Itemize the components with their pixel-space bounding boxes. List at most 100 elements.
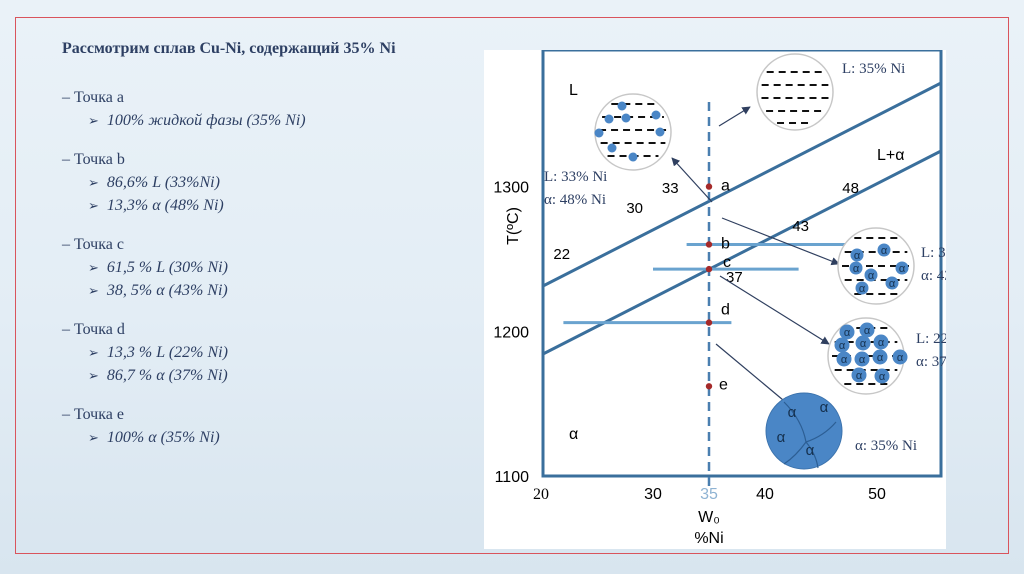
alpha-crystal	[872, 349, 888, 365]
point-item-text: 100% жидкой фазы (35% Ni)	[106, 112, 306, 129]
state-point	[705, 383, 713, 390]
crystal-alpha-glyph: α	[878, 337, 885, 349]
point-item-text: 86,7 % α (37% Ni)	[106, 367, 228, 384]
pointer-arrow	[721, 217, 840, 266]
alpha-crystal	[607, 143, 617, 153]
annotation-a: L: 35% Ni	[842, 61, 905, 77]
grain-alpha-glyph: α	[820, 399, 829, 416]
grain-boundaries	[783, 401, 837, 469]
arrow-bullet-icon: ➢	[88, 260, 99, 275]
slide-frame	[15, 17, 1009, 554]
point-group: – Точка e ➢ 100% α (35% Ni)	[62, 406, 477, 447]
tie-label-left: 22	[553, 246, 570, 263]
point-item: ➢ 100% α (35% Ni)	[88, 429, 477, 447]
point-title: – Точка c	[62, 236, 477, 254]
tie-label-right: 43	[792, 218, 809, 235]
annotation-d-liquid: L: 22% Ni	[916, 331, 946, 347]
arrow-bullet-icon: ➢	[88, 175, 99, 190]
phase-label-two-phase: L+α	[877, 147, 905, 164]
state-point-label: e	[719, 376, 728, 393]
y-tick-label: 1200	[493, 324, 529, 341]
arrow-bullet-icon: ➢	[88, 113, 99, 128]
point-item: ➢ 86,7 % α (37% Ni)	[88, 367, 477, 385]
alpha-crystal	[874, 368, 890, 384]
state-point	[705, 265, 713, 273]
alpha-crystal	[850, 248, 864, 262]
dash-marker: –	[62, 321, 70, 338]
point-item-text: 38, 5% α (43% Ni)	[106, 282, 228, 299]
liquidus-line	[542, 81, 942, 288]
point-group: – Точка b ➢ 86,6% L (33%Ni) ➢ 13,3% α (48% Ni…	[62, 151, 477, 215]
crystal-alpha-glyph: α	[881, 245, 888, 257]
state-point	[705, 183, 713, 190]
crystal-alpha-glyph: α	[856, 370, 863, 382]
grain-alpha-glyph: α	[788, 404, 797, 421]
point-item: ➢ 100% жидкой фазы (35% Ni)	[88, 112, 477, 130]
annotation-b-liquid: L: 33% Ni	[544, 169, 607, 185]
alpha-crystal	[655, 127, 665, 137]
annotation-d-alpha: α: 37% Ni	[916, 354, 946, 370]
x-tick-label: 35	[700, 486, 718, 503]
pointer-arrow	[718, 106, 751, 127]
phase-label-solid: α	[569, 426, 578, 443]
arrow-bullet-icon: ➢	[88, 198, 99, 213]
point-title: – Точка e	[62, 406, 477, 424]
microstructure-solid	[765, 392, 843, 470]
phase-diagram: 33 48 30 43 22 37 1300 1200 1100 20 30 35 40 50 T(ºC) W…	[484, 50, 946, 549]
point-item-text: 13,3% α (48% Ni)	[106, 197, 224, 214]
arrow-bullet-icon: ➢	[88, 368, 99, 383]
x-tick-label: 30	[644, 486, 662, 503]
alpha-crystal	[604, 114, 614, 124]
grain-alpha-glyph: α	[777, 429, 786, 446]
crystal-alpha-glyph: α	[889, 278, 896, 290]
alpha-crystal	[859, 322, 875, 338]
phase-label-liquid: L	[569, 82, 578, 99]
crystal-alpha-glyph: α	[879, 371, 886, 383]
alpha-crystal	[834, 337, 850, 353]
microstructure-liquid	[756, 53, 834, 131]
alpha-crystal	[892, 349, 908, 365]
point-title-text: Точка d	[74, 321, 125, 338]
y-axis-label: T(ºC)	[505, 207, 522, 245]
alpha-crystal	[877, 243, 891, 257]
alpha-crystal	[855, 281, 869, 295]
points-list: – Точка a ➢ 100% жидкой фазы (35% Ni) – Точка…	[62, 89, 477, 447]
alpha-crystal	[864, 268, 878, 282]
dash-marker: –	[62, 406, 70, 423]
alpha-crystal	[854, 351, 870, 367]
crystal-alpha-glyph: α	[864, 325, 871, 337]
x-axis-label: W₀	[698, 509, 720, 526]
state-point-label: a	[721, 178, 730, 195]
point-group: – Точка a ➢ 100% жидкой фазы (35% Ni)	[62, 89, 477, 130]
arrow-bullet-icon: ➢	[88, 345, 99, 360]
arrow-bullet-icon: ➢	[88, 283, 99, 298]
x-tick-label: 20	[533, 486, 549, 503]
dash-marker: –	[62, 151, 70, 168]
x-axis-label-unit: %Ni	[694, 530, 723, 547]
slide-heading: Рассмотрим сплав Cu-Ni, содержащий 35% N…	[62, 40, 396, 57]
state-point-label: d	[721, 302, 730, 319]
alpha-crystal	[849, 261, 863, 275]
alpha-crystal	[628, 152, 638, 162]
alpha-crystal	[621, 113, 631, 123]
point-title: – Точка b	[62, 151, 477, 169]
crystal-alpha-glyph: α	[859, 283, 866, 295]
state-point	[705, 319, 713, 326]
point-item-text: 86,6% L (33%Ni)	[106, 174, 220, 191]
crystal-alpha-glyph: α	[839, 340, 846, 352]
dash-marker: –	[62, 89, 70, 106]
tie-label-left: 30	[626, 200, 643, 217]
annotation-c-alpha: α: 43% Ni	[921, 268, 946, 284]
point-title-text: Точка a	[74, 89, 124, 106]
y-tick-label: 1100	[495, 469, 530, 486]
crystal-alpha-glyph: α	[877, 352, 884, 364]
annotation-c-liquid: L: 30% Ni	[921, 245, 946, 261]
pointer-arrow	[715, 343, 790, 406]
point-item-text: 100% α (35% Ni)	[106, 429, 220, 446]
dash-marker: –	[62, 236, 70, 253]
crystal-alpha-glyph: α	[899, 263, 906, 275]
x-tick-label: 40	[756, 486, 774, 503]
point-item-text: 13,3 % L (22% Ni)	[106, 344, 228, 361]
point-title-text: Точка c	[74, 236, 124, 253]
